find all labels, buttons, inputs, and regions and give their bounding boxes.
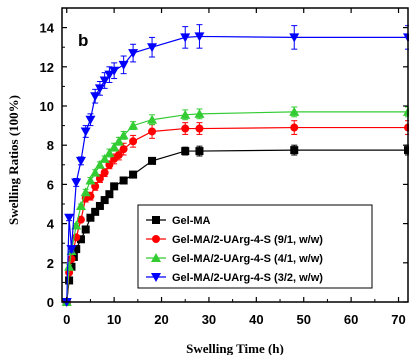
data-point: [66, 245, 77, 255]
data-point: [71, 178, 82, 188]
data-point: [148, 156, 157, 165]
y-tick-label: 8: [47, 138, 54, 153]
data-point: [86, 213, 95, 222]
y-axis-title: Swelling Ratios (100%): [6, 95, 21, 225]
data-point: [75, 200, 86, 210]
data-point: [194, 108, 205, 118]
data-point: [94, 84, 105, 94]
data-point: [118, 130, 129, 140]
data-point: [109, 142, 120, 152]
data-point: [80, 187, 91, 197]
x-tick-label: 10: [107, 312, 121, 327]
data-point: [113, 136, 124, 146]
legend-marker: [151, 273, 161, 282]
legend-label: Gel-MA/2-UArg-4-S (9/1, w/w): [172, 234, 323, 246]
data-point: [90, 92, 101, 102]
data-point: [195, 147, 204, 156]
panel-label: b: [78, 31, 88, 50]
legend: Gel-MA Gel-MA/2-UArg-4-S (9/1, w/w) Gel-MA…: [137, 204, 373, 289]
data-point: [80, 127, 91, 137]
data-point: [110, 182, 119, 191]
data-point: [64, 213, 75, 223]
data-point: [94, 159, 105, 169]
data-point: [129, 170, 138, 179]
data-point: [195, 124, 204, 133]
data-point: [129, 137, 138, 146]
data-point: [109, 66, 120, 76]
data-point: [181, 147, 190, 156]
x-tick-label: 50: [296, 312, 310, 327]
data-point: [76, 215, 85, 224]
data-point: [128, 120, 139, 130]
y-tick-label: 6: [47, 177, 54, 192]
data-point: [75, 156, 86, 166]
data-point: [81, 225, 90, 234]
x-tick-label: 0: [63, 312, 70, 327]
legend-label: Gel-MA/2-UArg-4-S (4/1, w/w): [172, 253, 323, 265]
data-point: [180, 33, 191, 43]
data-point: [100, 168, 109, 177]
data-point: [289, 33, 300, 43]
data-point: [119, 145, 128, 154]
y-tick-label: 4: [47, 217, 55, 232]
legend-items: Gel-MA Gel-MA/2-UArg-4-S (9/1, w/w) Gel-MA…: [146, 215, 323, 284]
legend-label: Gel-MA/2-UArg-4-S (3/2, w/w): [172, 272, 323, 284]
legend-marker: [152, 235, 160, 243]
data-point: [290, 123, 299, 132]
data-point: [148, 127, 157, 136]
legend-marker: [151, 253, 161, 262]
plot-frame: [61, 7, 409, 303]
y-tick-label: 0: [47, 295, 54, 310]
data-point: [99, 153, 110, 163]
data-point: [104, 70, 115, 80]
data-point: [85, 175, 96, 185]
x-tick-label: 40: [249, 312, 263, 327]
x-tick-label: 30: [202, 312, 216, 327]
y-tick-label: 10: [40, 99, 54, 114]
data-point: [76, 235, 85, 244]
legend-marker: [152, 216, 160, 224]
data-point: [104, 148, 115, 158]
data-point: [85, 115, 96, 125]
data-point: [99, 76, 110, 86]
legend-label: Gel-MA: [172, 215, 211, 227]
data-point: [72, 245, 81, 254]
data-point: [114, 151, 123, 159]
data-point: [100, 196, 109, 205]
data-point: [64, 261, 75, 271]
series-4: [61, 24, 409, 307]
data-point: [119, 176, 128, 185]
plot-layer: [61, 24, 409, 307]
data-point: [290, 146, 299, 155]
series-3: [61, 106, 409, 306]
y-tick-label: 2: [47, 256, 54, 271]
data-point: [95, 201, 104, 210]
x-axis-title: Swelling Time (h): [186, 341, 284, 355]
data-point: [105, 190, 114, 199]
y-tick-label: 14: [40, 21, 55, 36]
legend-box: [137, 204, 373, 289]
data-point: [65, 276, 74, 285]
data-point: [90, 167, 101, 177]
x-tick-label: 20: [154, 312, 168, 327]
data-point: [404, 146, 409, 155]
data-point: [194, 32, 205, 42]
data-point: [118, 60, 129, 70]
data-point: [289, 106, 300, 116]
data-point: [147, 43, 158, 53]
data-point: [181, 124, 190, 133]
data-point: [71, 220, 82, 230]
data-point: [180, 109, 191, 119]
data-point: [91, 207, 100, 216]
data-point: [147, 114, 158, 124]
data-point: [128, 49, 139, 59]
y-tick-label: 12: [40, 60, 54, 75]
axis-ticks: 0 10 20 30 40 50 60 70 0 2 4 6 8 10 12 14: [40, 8, 408, 327]
x-tick-label: 60: [344, 312, 358, 327]
data-point: [67, 254, 76, 263]
x-tick-label: 70: [391, 312, 405, 327]
